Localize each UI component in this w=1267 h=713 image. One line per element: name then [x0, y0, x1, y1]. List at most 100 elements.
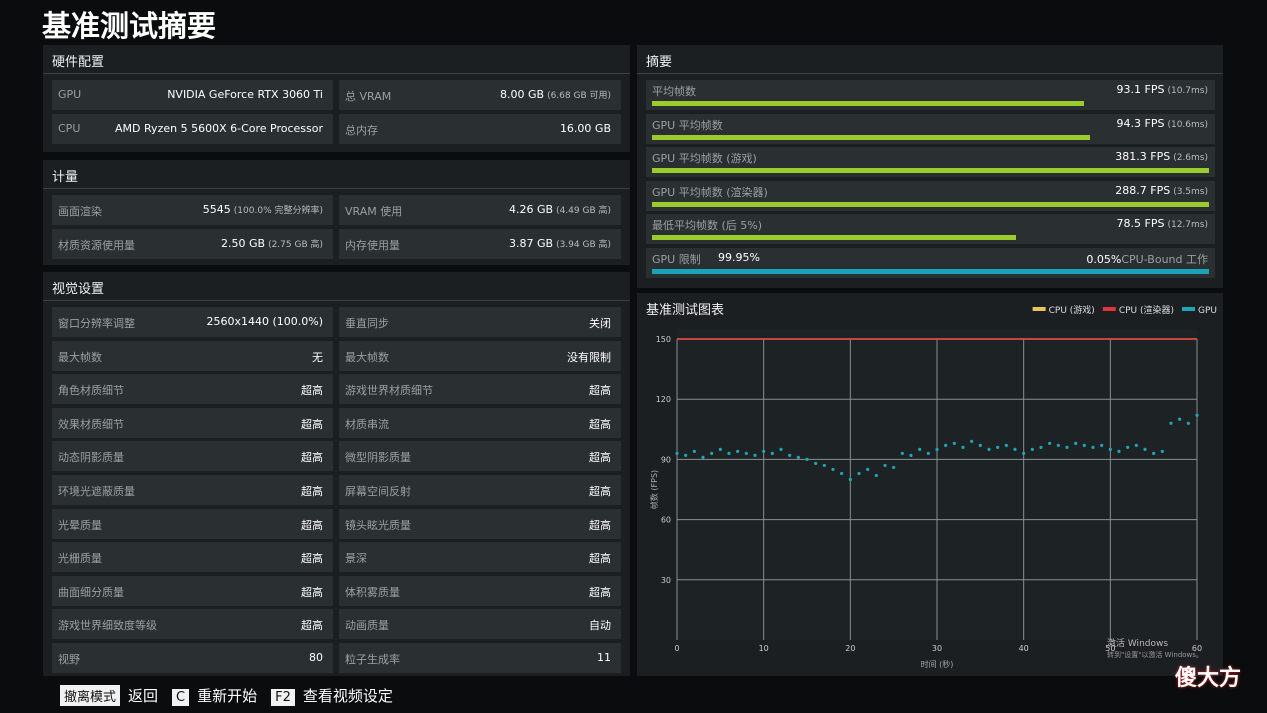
gpu-point — [900, 451, 904, 455]
gpu-pct: 99.95% — [718, 251, 760, 264]
divider — [43, 188, 630, 189]
value-text: 超高 — [301, 619, 323, 633]
value-note: (3.94 GB 高) — [556, 239, 611, 250]
panel-title: 视觉设置 — [52, 282, 105, 297]
summary-row: 平均帧数 93.1 FPS (10.7ms) — [646, 80, 1215, 110]
cell-value: 无 — [312, 349, 323, 365]
value-note: (2.75 GB 高) — [268, 239, 323, 250]
gpu-point — [918, 447, 922, 451]
value-text: 2.50 GB — [221, 236, 266, 250]
summary-label: GPU 平均帧数 — [652, 118, 723, 132]
cell-label: 画面渲染 — [58, 205, 102, 218]
cell-label: 垂直同步 — [345, 317, 389, 330]
fps-text: 381.3 FPS — [1115, 150, 1171, 164]
gpu-point — [987, 447, 991, 451]
gpu-point — [701, 455, 705, 459]
gpu-point — [1169, 421, 1173, 425]
value-text: 超高 — [589, 417, 611, 431]
bar-track — [652, 101, 1209, 106]
value-text: NVIDIA GeForce RTX 3060 Ti — [167, 88, 323, 101]
summary-value: 288.7 FPS (3.5ms) — [1115, 184, 1208, 197]
fps-text: 93.1 FPS — [1116, 83, 1165, 96]
panel: 摘要 平均帧数 93.1 FPS (10.7ms) GPU 平均帧数 94.3 FPS (1… — [637, 45, 1223, 288]
gpu-point — [866, 467, 870, 472]
value-note: (4.49 GB 高) — [556, 206, 611, 216]
value-text: 80 — [309, 651, 323, 664]
bar-track — [652, 168, 1209, 174]
value-text: 16.00 GB — [559, 121, 611, 135]
summary-value: 94.3 FPS (10.6ms) — [1117, 117, 1208, 130]
divider — [637, 73, 1223, 74]
setting-cell: 景深 超高 — [339, 542, 621, 573]
y-tick-label: 60 — [661, 516, 671, 525]
cell-label: 环境光遮蔽质量 — [58, 485, 135, 498]
setting-cell: 动画质量 自动 — [339, 609, 621, 640]
setting-cell: 粒子生成率 11 — [339, 643, 621, 673]
gpu-point — [970, 439, 974, 443]
key-action: 重新开始 — [197, 687, 258, 705]
footer: 撤离模式 返回 C 重新开始 F2 查看视频设定 — [60, 685, 393, 706]
gpu-point — [1030, 447, 1034, 451]
panel: 计量 画面渲染 5545 (100.0% 完整分辨率) VRAM 使用 4.26 GB (4… — [43, 160, 630, 265]
bound-row: GPU 限制 99.95% 0.05%CPU-Bound 工作 — [646, 248, 1215, 278]
gpu-point — [1004, 443, 1008, 447]
ms-note: (12.7ms) — [1167, 220, 1208, 231]
gpu-point — [1039, 445, 1043, 449]
summary-label: 平均帧数 — [652, 85, 696, 98]
cell-value: 超高 — [589, 584, 611, 600]
cell-label: 游戏世界材质细节 — [345, 384, 433, 398]
watermark: 激活 Windows — [1107, 637, 1168, 649]
cell-value: 2560x1440 (100.0%) — [206, 315, 323, 328]
gpu-point — [805, 457, 809, 461]
summary-row: GPU 平均帧数 94.3 FPS (10.6ms) — [646, 113, 1215, 144]
gpu-point — [1186, 421, 1190, 425]
cell-label: 窗口分辨率调整 — [58, 317, 135, 330]
setting-cell: GPU NVIDIA GeForce RTX 3060 Ti — [52, 80, 333, 110]
cell-label: 动态阴影质量 — [58, 451, 124, 465]
value-note: (6.68 GB 可用) — [547, 91, 611, 101]
gpu-point — [874, 473, 878, 478]
cell-label: 曲面细分质量 — [58, 585, 124, 599]
setting-cell: VRAM 使用 4.26 GB (4.49 GB 高) — [339, 195, 621, 225]
gpu-point — [1152, 451, 1156, 455]
x-axis-label: 时间 (秒) — [921, 659, 954, 669]
gpu-point — [1108, 447, 1112, 451]
fps-bar — [652, 235, 1017, 241]
cell-label: 角色材质细节 — [58, 384, 124, 398]
x-tick-label: 30 — [932, 644, 942, 653]
setting-cell: 材质串流 超高 — [339, 407, 621, 438]
cell-label: 最大帧数 — [58, 350, 102, 364]
value-text: 超高 — [301, 451, 323, 465]
x-tick-label: 20 — [845, 644, 855, 653]
gpu-point — [796, 455, 800, 459]
gpu-point — [692, 449, 696, 453]
cell-value: 没有限制 — [567, 349, 611, 365]
cell-label: 微型阴影质量 — [345, 451, 411, 465]
cell-label: 镜头眩光质量 — [345, 518, 411, 532]
panel-title: 计量 — [52, 170, 79, 185]
cell-value: 超高 — [589, 483, 611, 499]
x-tick-label: 40 — [1019, 644, 1029, 653]
logo: 傻大方 — [1175, 666, 1242, 691]
summary-value: 93.1 FPS (10.7ms) — [1117, 83, 1208, 96]
legend-swatch — [1182, 307, 1195, 311]
setting-cell: 垂直同步 关闭 — [339, 307, 621, 337]
value-text: 4.26 GB — [509, 203, 554, 216]
summary-row: GPU 平均帧数 (游戏) 381.3 FPS (2.6ms) — [646, 147, 1215, 178]
cell-label: 内存使用量 — [345, 238, 400, 252]
cell-value: 超高 — [589, 382, 611, 398]
fps-text: 78.5 FPS — [1116, 217, 1165, 231]
cell-label: 材质串流 — [345, 417, 389, 431]
gpu-point — [736, 449, 740, 453]
watermark-hint: 转到"设置"以激活 Windows。 — [1107, 650, 1203, 659]
gpu-point — [779, 447, 783, 451]
value-text: 超高 — [589, 485, 611, 498]
bar-track — [652, 134, 1209, 140]
gpu-point — [814, 461, 818, 466]
gpu-point — [718, 447, 722, 451]
y-tick-label: 150 — [656, 335, 671, 344]
x-tick-label: 10 — [759, 644, 769, 653]
summary-row: 最低平均帧数 (后 5%) 78.5 FPS (12.7ms) — [646, 214, 1215, 245]
footer-item: C 重新开始 — [172, 685, 257, 706]
setting-cell: 内存使用量 3.87 GB (3.94 GB 高) — [339, 228, 621, 259]
